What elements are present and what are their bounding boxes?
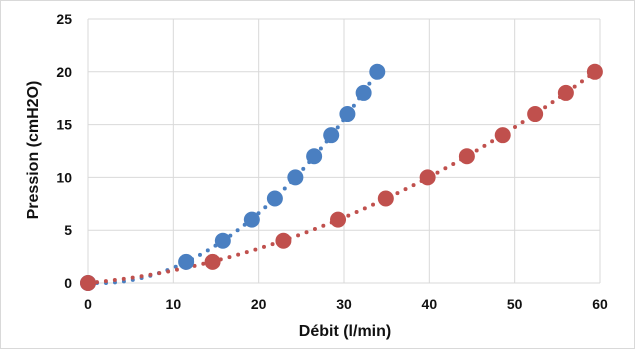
y-tick-labels: 0 5 10 15 20 25 [56,11,72,291]
data-point-series-1 [243,211,260,228]
data-point-series-2 [275,232,292,249]
data-point-series-1 [178,253,195,270]
x-tick-label: 30 [336,296,352,312]
y-tick-label: 20 [56,64,72,80]
x-axis-title: Débit (l/min) [299,323,391,340]
data-point-series-1 [266,190,283,207]
data-point-series-2 [80,275,96,291]
x-tick-label: 40 [422,296,438,312]
data-point-series-2 [377,190,394,207]
y-tick-label: 25 [56,11,72,27]
y-tick-label: 0 [64,275,72,291]
data-point-series-2 [586,63,603,80]
data-point-series-1 [214,232,231,249]
data-point-series-2 [419,169,436,186]
y-tick-label: 15 [56,117,72,133]
x-tick-label: 50 [507,296,523,312]
data-point-series-2 [330,211,347,228]
data-points [80,63,603,291]
y-tick-label: 10 [56,169,72,185]
y-tick-label: 5 [64,222,72,238]
data-point-series-1 [287,169,304,186]
data-point-series-2 [527,106,544,123]
x-tick-label: 10 [166,296,182,312]
x-tick-label: 20 [251,296,267,312]
data-point-series-2 [204,253,221,270]
data-point-series-1 [323,127,340,144]
data-point-series-1 [369,63,386,80]
x-tick-label: 60 [592,296,608,312]
y-axis-title: Pression (cmH2O) [25,81,42,220]
data-point-series-2 [557,84,574,101]
data-point-series-1 [339,106,356,123]
data-point-series-2 [458,148,475,165]
gridlines [87,18,601,284]
data-point-series-1 [306,148,323,165]
data-point-series-1 [355,84,372,101]
x-tick-label: 0 [84,296,92,312]
x-tick-labels: 0 10 20 30 40 50 60 [84,296,608,312]
data-point-series-2 [494,127,511,144]
